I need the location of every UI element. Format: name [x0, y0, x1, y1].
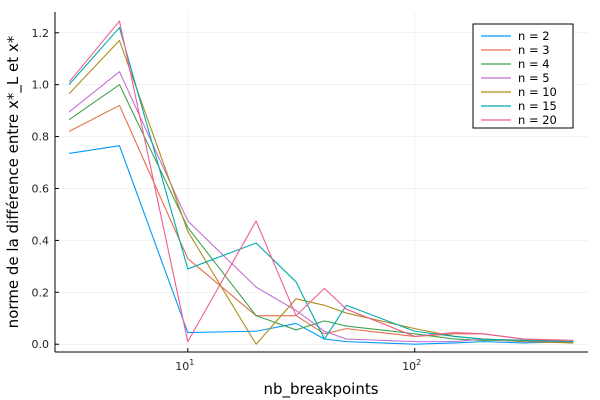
legend-box	[472, 23, 574, 129]
y-tick-label: 0.6	[32, 182, 50, 195]
y-tick-label: 0.8	[32, 131, 50, 144]
series-lines	[68, 20, 574, 345]
series-line-n-2	[69, 145, 574, 345]
axis-ticks: 0.0 0.2 0.4 0.6 0.8 1.0 1.2 101 102	[32, 27, 422, 373]
x-tick-label: 101	[175, 358, 194, 373]
legend-label: n = 5	[518, 71, 550, 85]
legend-label: n = 10	[518, 85, 557, 99]
series-line-n-15	[68, 27, 574, 343]
y-tick-label: 0.2	[32, 286, 50, 299]
x-axis-label: nb_breakpoints	[263, 380, 378, 399]
y-axis-label: norme de la différence entre x*_L et x*	[4, 35, 23, 328]
legend-label: n = 3	[518, 43, 550, 57]
y-tick-label: 0.4	[32, 234, 50, 247]
axes	[54, 12, 588, 353]
legend-label: n = 4	[518, 57, 550, 71]
legend: n = 2n = 3n = 4n = 5n = 10n = 15n = 20	[472, 23, 574, 129]
series-line-n-4	[68, 84, 574, 344]
legend-label: n = 15	[518, 99, 557, 113]
y-tick-label: 1.0	[32, 79, 50, 92]
legend-label: n = 20	[518, 113, 557, 127]
x-tick-label: 102	[402, 358, 421, 373]
y-tick-label: 0.0	[32, 338, 50, 351]
y-tick-label: 1.2	[32, 27, 50, 40]
legend-label: n = 2	[518, 29, 550, 43]
series-line-n-20	[68, 20, 574, 343]
